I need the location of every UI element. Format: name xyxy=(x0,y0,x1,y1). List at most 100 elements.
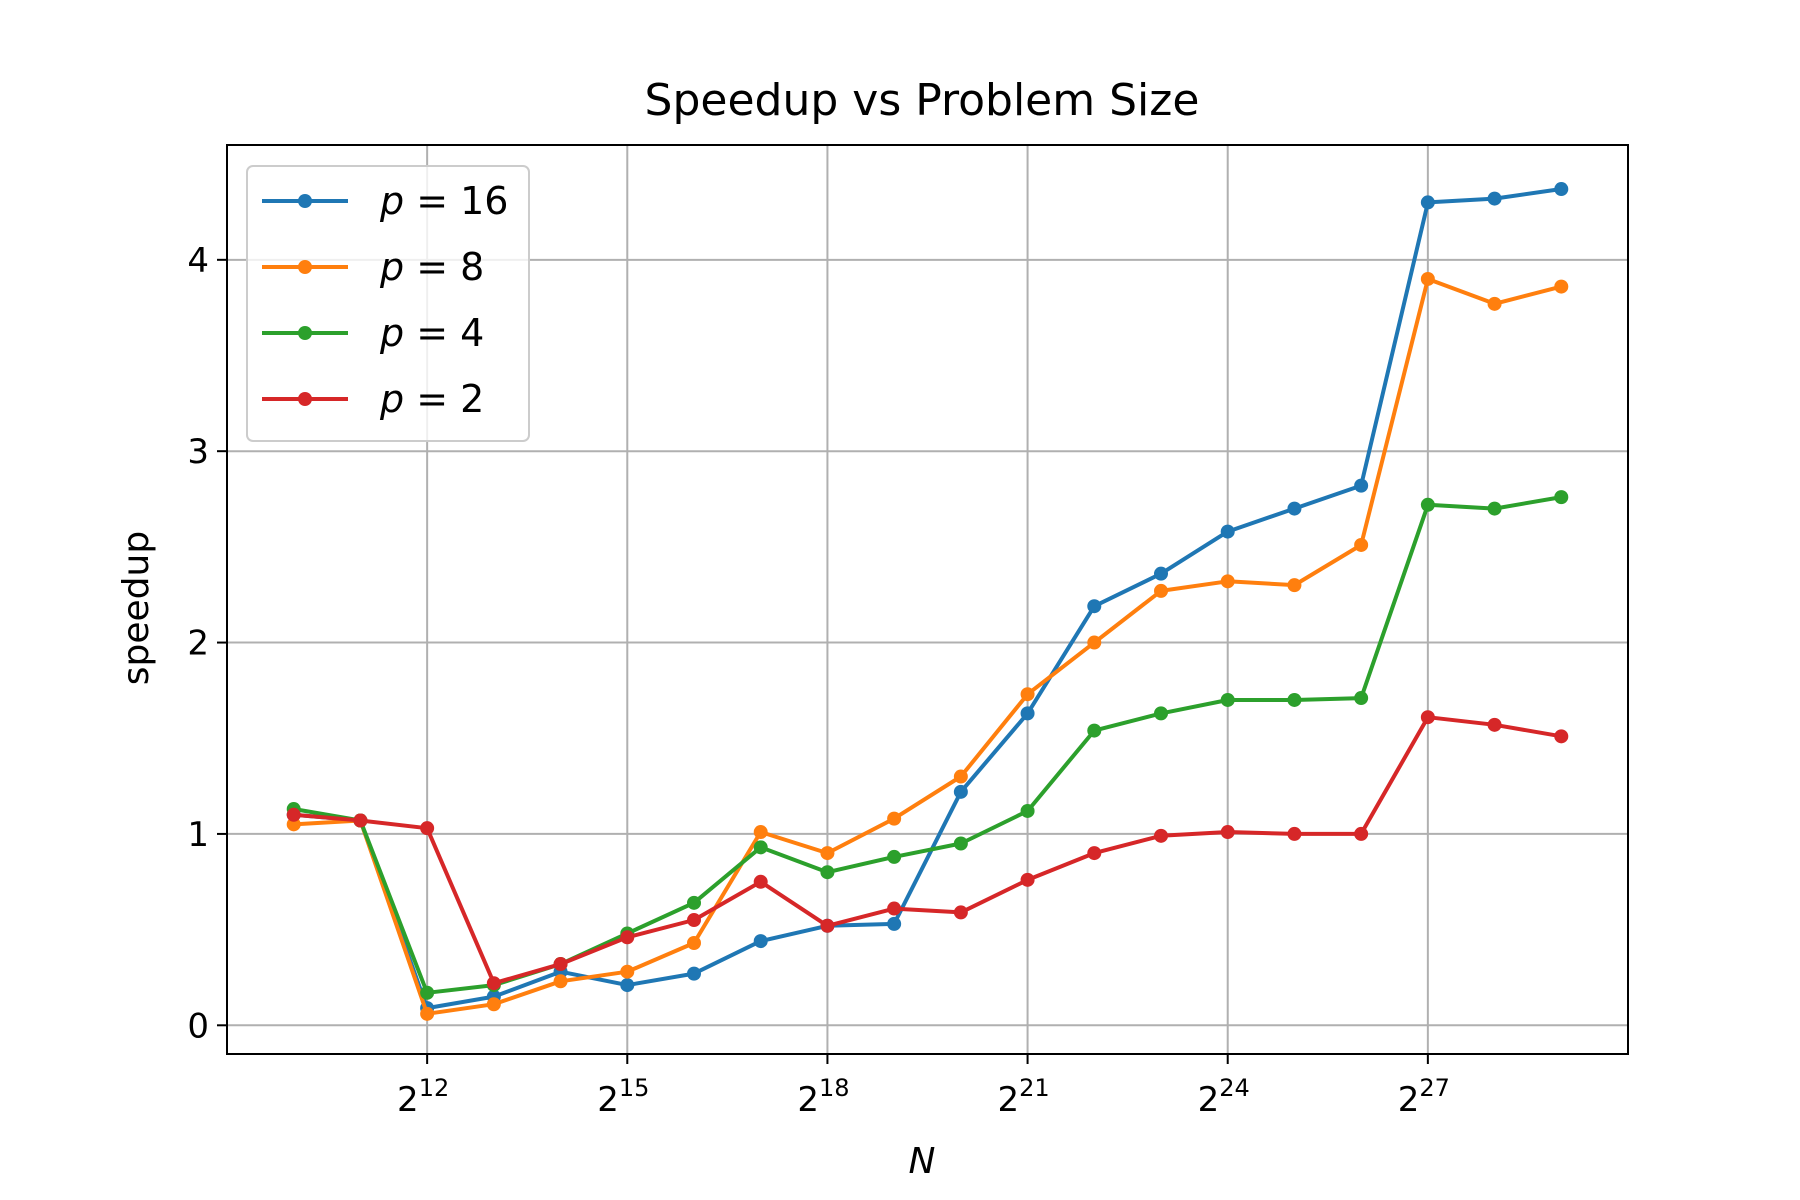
data-point xyxy=(1420,710,1435,725)
data-point xyxy=(1087,599,1102,614)
legend-label: p = 8 xyxy=(379,245,484,289)
data-point xyxy=(286,807,301,822)
x-tick-exponent: 21 xyxy=(1019,1074,1050,1102)
legend-variable: p xyxy=(379,179,404,223)
data-point xyxy=(1287,501,1302,516)
legend-label: p = 16 xyxy=(379,179,508,223)
data-point xyxy=(1354,478,1369,493)
legend-marker xyxy=(298,194,312,208)
data-point xyxy=(1554,729,1569,744)
data-point xyxy=(1354,537,1369,552)
legend-value: 16 xyxy=(460,179,508,223)
data-point xyxy=(753,840,768,855)
data-point xyxy=(687,936,701,951)
legend-item: p = 16 xyxy=(262,179,508,223)
series-group xyxy=(286,182,1569,1021)
data-point xyxy=(753,825,768,840)
x-tick-base: 2 xyxy=(797,1080,819,1120)
legend-item: p = 8 xyxy=(262,245,484,289)
data-point xyxy=(486,997,501,1012)
data-point xyxy=(1154,828,1168,843)
legend-box xyxy=(246,165,530,442)
data-point xyxy=(953,784,968,799)
data-point xyxy=(887,901,902,916)
x-tick-label: 224 xyxy=(1198,1074,1250,1120)
series-line xyxy=(293,277,1562,1016)
x-tick-label: 218 xyxy=(797,1074,849,1120)
data-point xyxy=(420,821,435,836)
data-point xyxy=(1554,279,1569,294)
data-point xyxy=(1287,692,1302,707)
x-tick-label: 227 xyxy=(1398,1074,1450,1120)
series-p-4 xyxy=(286,490,1569,1000)
y-tick-label: 3 xyxy=(187,432,209,472)
y-tick-label: 0 xyxy=(187,1006,209,1046)
data-point xyxy=(486,976,501,991)
data-point xyxy=(1554,182,1569,197)
data-point xyxy=(1487,296,1502,311)
data-point xyxy=(420,1006,435,1021)
data-point xyxy=(1020,803,1035,818)
data-point xyxy=(1354,691,1369,706)
data-point xyxy=(887,811,902,826)
data-point xyxy=(1420,271,1435,286)
data-point xyxy=(687,913,701,928)
data-point xyxy=(1154,706,1168,721)
x-tick-exponent: 27 xyxy=(1419,1074,1450,1102)
data-point xyxy=(1220,692,1235,707)
data-point xyxy=(420,985,435,1000)
x-tick-exponent: 12 xyxy=(419,1074,450,1102)
data-point xyxy=(953,836,968,851)
legend: p = 16 p = 8 p = 4 p = 2 xyxy=(246,165,530,442)
x-tick-base: 2 xyxy=(597,1080,619,1120)
y-tick-label: 1 xyxy=(187,815,209,855)
data-point xyxy=(1087,635,1102,650)
data-point xyxy=(820,846,835,861)
data-point xyxy=(887,916,902,931)
data-point xyxy=(1020,687,1035,702)
data-point xyxy=(553,974,568,989)
legend-item: p = 2 xyxy=(262,377,484,421)
data-point xyxy=(620,930,635,945)
data-point xyxy=(553,957,568,972)
data-point xyxy=(1420,497,1435,512)
data-point xyxy=(687,966,701,981)
data-point xyxy=(1487,501,1502,516)
legend-value: 2 xyxy=(460,377,484,421)
data-point xyxy=(1154,583,1168,598)
data-point xyxy=(1087,723,1102,738)
y-tick-label: 4 xyxy=(187,241,209,281)
series-p-2 xyxy=(286,710,1569,991)
series-line xyxy=(293,715,1562,986)
x-tick-exponent: 15 xyxy=(619,1074,650,1102)
data-point xyxy=(820,918,835,933)
data-point xyxy=(1220,825,1235,840)
data-point xyxy=(620,964,635,979)
legend-variable: p xyxy=(379,245,404,289)
data-point xyxy=(753,874,768,889)
data-point xyxy=(953,905,968,920)
legend-equals: = xyxy=(404,179,460,223)
data-point xyxy=(1554,490,1569,505)
y-axis-ticks: 0 1 2 3 4 xyxy=(187,241,227,1046)
data-point xyxy=(353,813,368,828)
data-point xyxy=(887,849,902,864)
chart-title: Speedup vs Problem Size xyxy=(645,75,1200,126)
legend-equals: = xyxy=(404,311,460,355)
data-point xyxy=(286,817,301,832)
x-tick-label: 221 xyxy=(997,1074,1049,1120)
y-tick-label: 2 xyxy=(187,624,209,664)
data-point xyxy=(820,865,835,880)
data-point xyxy=(687,895,701,910)
data-point xyxy=(1020,706,1035,721)
data-point xyxy=(1220,574,1235,589)
data-point xyxy=(1487,717,1502,732)
series-line xyxy=(293,187,1562,1011)
data-point xyxy=(1154,566,1168,581)
legend-marker xyxy=(298,260,312,274)
data-point xyxy=(1287,826,1302,841)
data-point xyxy=(1220,524,1235,539)
x-tick-label: 212 xyxy=(397,1074,449,1120)
legend-label: p = 4 xyxy=(379,311,484,355)
